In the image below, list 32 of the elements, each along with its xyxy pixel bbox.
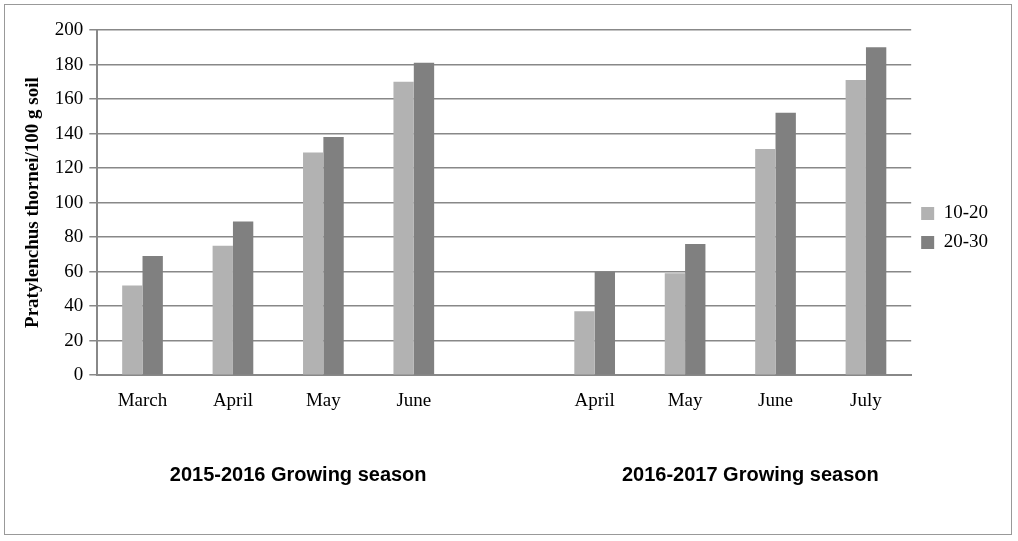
x-tick-label: March xyxy=(117,388,168,410)
y-tick-label: 180 xyxy=(54,52,84,74)
bar xyxy=(755,149,776,375)
bar xyxy=(845,80,866,375)
y-tick-label: 40 xyxy=(64,294,84,316)
x-tick-label: May xyxy=(305,388,342,410)
bar xyxy=(574,311,595,375)
legend-label: 20-30 xyxy=(943,230,988,252)
legend-label: 10-20 xyxy=(943,201,988,223)
y-tick-label: 120 xyxy=(54,156,84,178)
y-axis-title: Pratylenchus thornei/100 g soil xyxy=(21,77,43,328)
x-tick-label: May xyxy=(667,388,704,410)
y-tick-label: 80 xyxy=(64,225,84,247)
bar xyxy=(122,285,143,375)
x-tick-label: April xyxy=(574,388,615,410)
bar xyxy=(393,81,414,375)
y-tick-label: 0 xyxy=(73,363,84,385)
x-tick-label: June xyxy=(396,388,432,410)
y-tick-label: 200 xyxy=(54,17,84,39)
y-tick-label: 100 xyxy=(54,190,84,212)
text: 2015-2016 Growing season xyxy=(169,462,427,485)
text: 2016-2017 Growing season xyxy=(621,462,879,485)
bar xyxy=(664,273,686,375)
x-tick-label: April xyxy=(212,388,253,410)
y-tick-label: 20 xyxy=(64,328,84,350)
y-tick-label: 140 xyxy=(54,121,84,143)
x-tick-label: July xyxy=(850,388,883,410)
y-tick-label: 60 xyxy=(64,259,84,281)
y-tick-label: 160 xyxy=(54,87,84,109)
bar xyxy=(212,245,233,375)
bar xyxy=(303,152,324,375)
x-tick-label: June xyxy=(758,388,793,410)
